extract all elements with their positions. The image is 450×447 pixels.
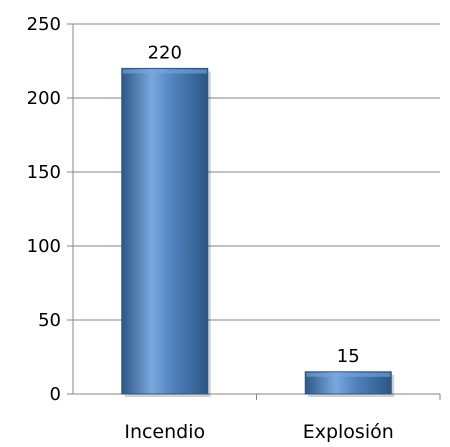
y-tick-label: 200	[27, 88, 61, 109]
labels: 0 50 100 150 200 250 220 Incendio 15 Explosión	[27, 14, 394, 443]
y-tick-label: 250	[27, 14, 61, 35]
y-tick-label: 100	[27, 236, 61, 257]
data-label: 220	[148, 42, 182, 63]
y-tick-label: 0	[50, 384, 61, 405]
bar-highlight	[306, 372, 391, 377]
data-label: 15	[337, 346, 360, 367]
bar-highlight	[122, 69, 207, 74]
x-tick-label: Explosión	[303, 421, 394, 443]
x-tick-label: Incendio	[124, 421, 205, 443]
bar-incendio	[121, 67, 209, 395]
bar-explosión	[304, 371, 392, 395]
y-tick-label: 50	[38, 310, 61, 331]
bars	[121, 67, 395, 398]
y-tick-label: 150	[27, 162, 61, 183]
